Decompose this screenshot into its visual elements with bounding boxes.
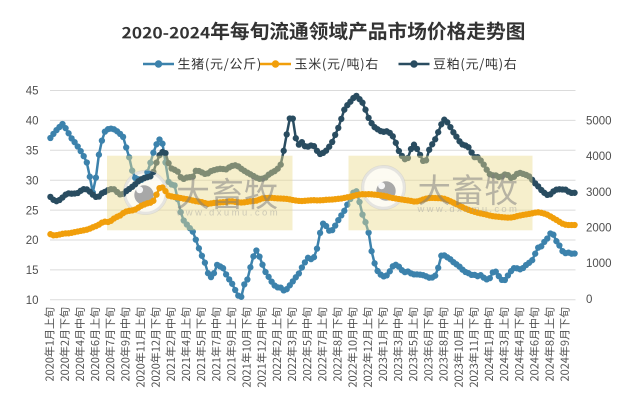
svg-text:20: 20 [26, 235, 39, 247]
svg-text:5000: 5000 [586, 115, 612, 127]
svg-text:4000: 4000 [586, 151, 612, 163]
svg-text:35: 35 [26, 146, 39, 158]
svg-text:3000: 3000 [586, 187, 612, 199]
svg-text:10: 10 [26, 295, 39, 307]
svg-text:0: 0 [586, 294, 592, 306]
svg-text:40: 40 [26, 116, 39, 128]
svg-text:45: 45 [26, 86, 39, 98]
svg-text:www.dxumu.com: www.dxumu.com [417, 204, 520, 215]
svg-text:1000: 1000 [586, 258, 612, 270]
svg-text:www.dxumu.com: www.dxumu.com [176, 208, 281, 219]
svg-text:2000: 2000 [586, 223, 612, 235]
svg-text:30: 30 [26, 175, 39, 187]
svg-text:25: 25 [26, 205, 39, 217]
svg-text:15: 15 [26, 265, 39, 277]
